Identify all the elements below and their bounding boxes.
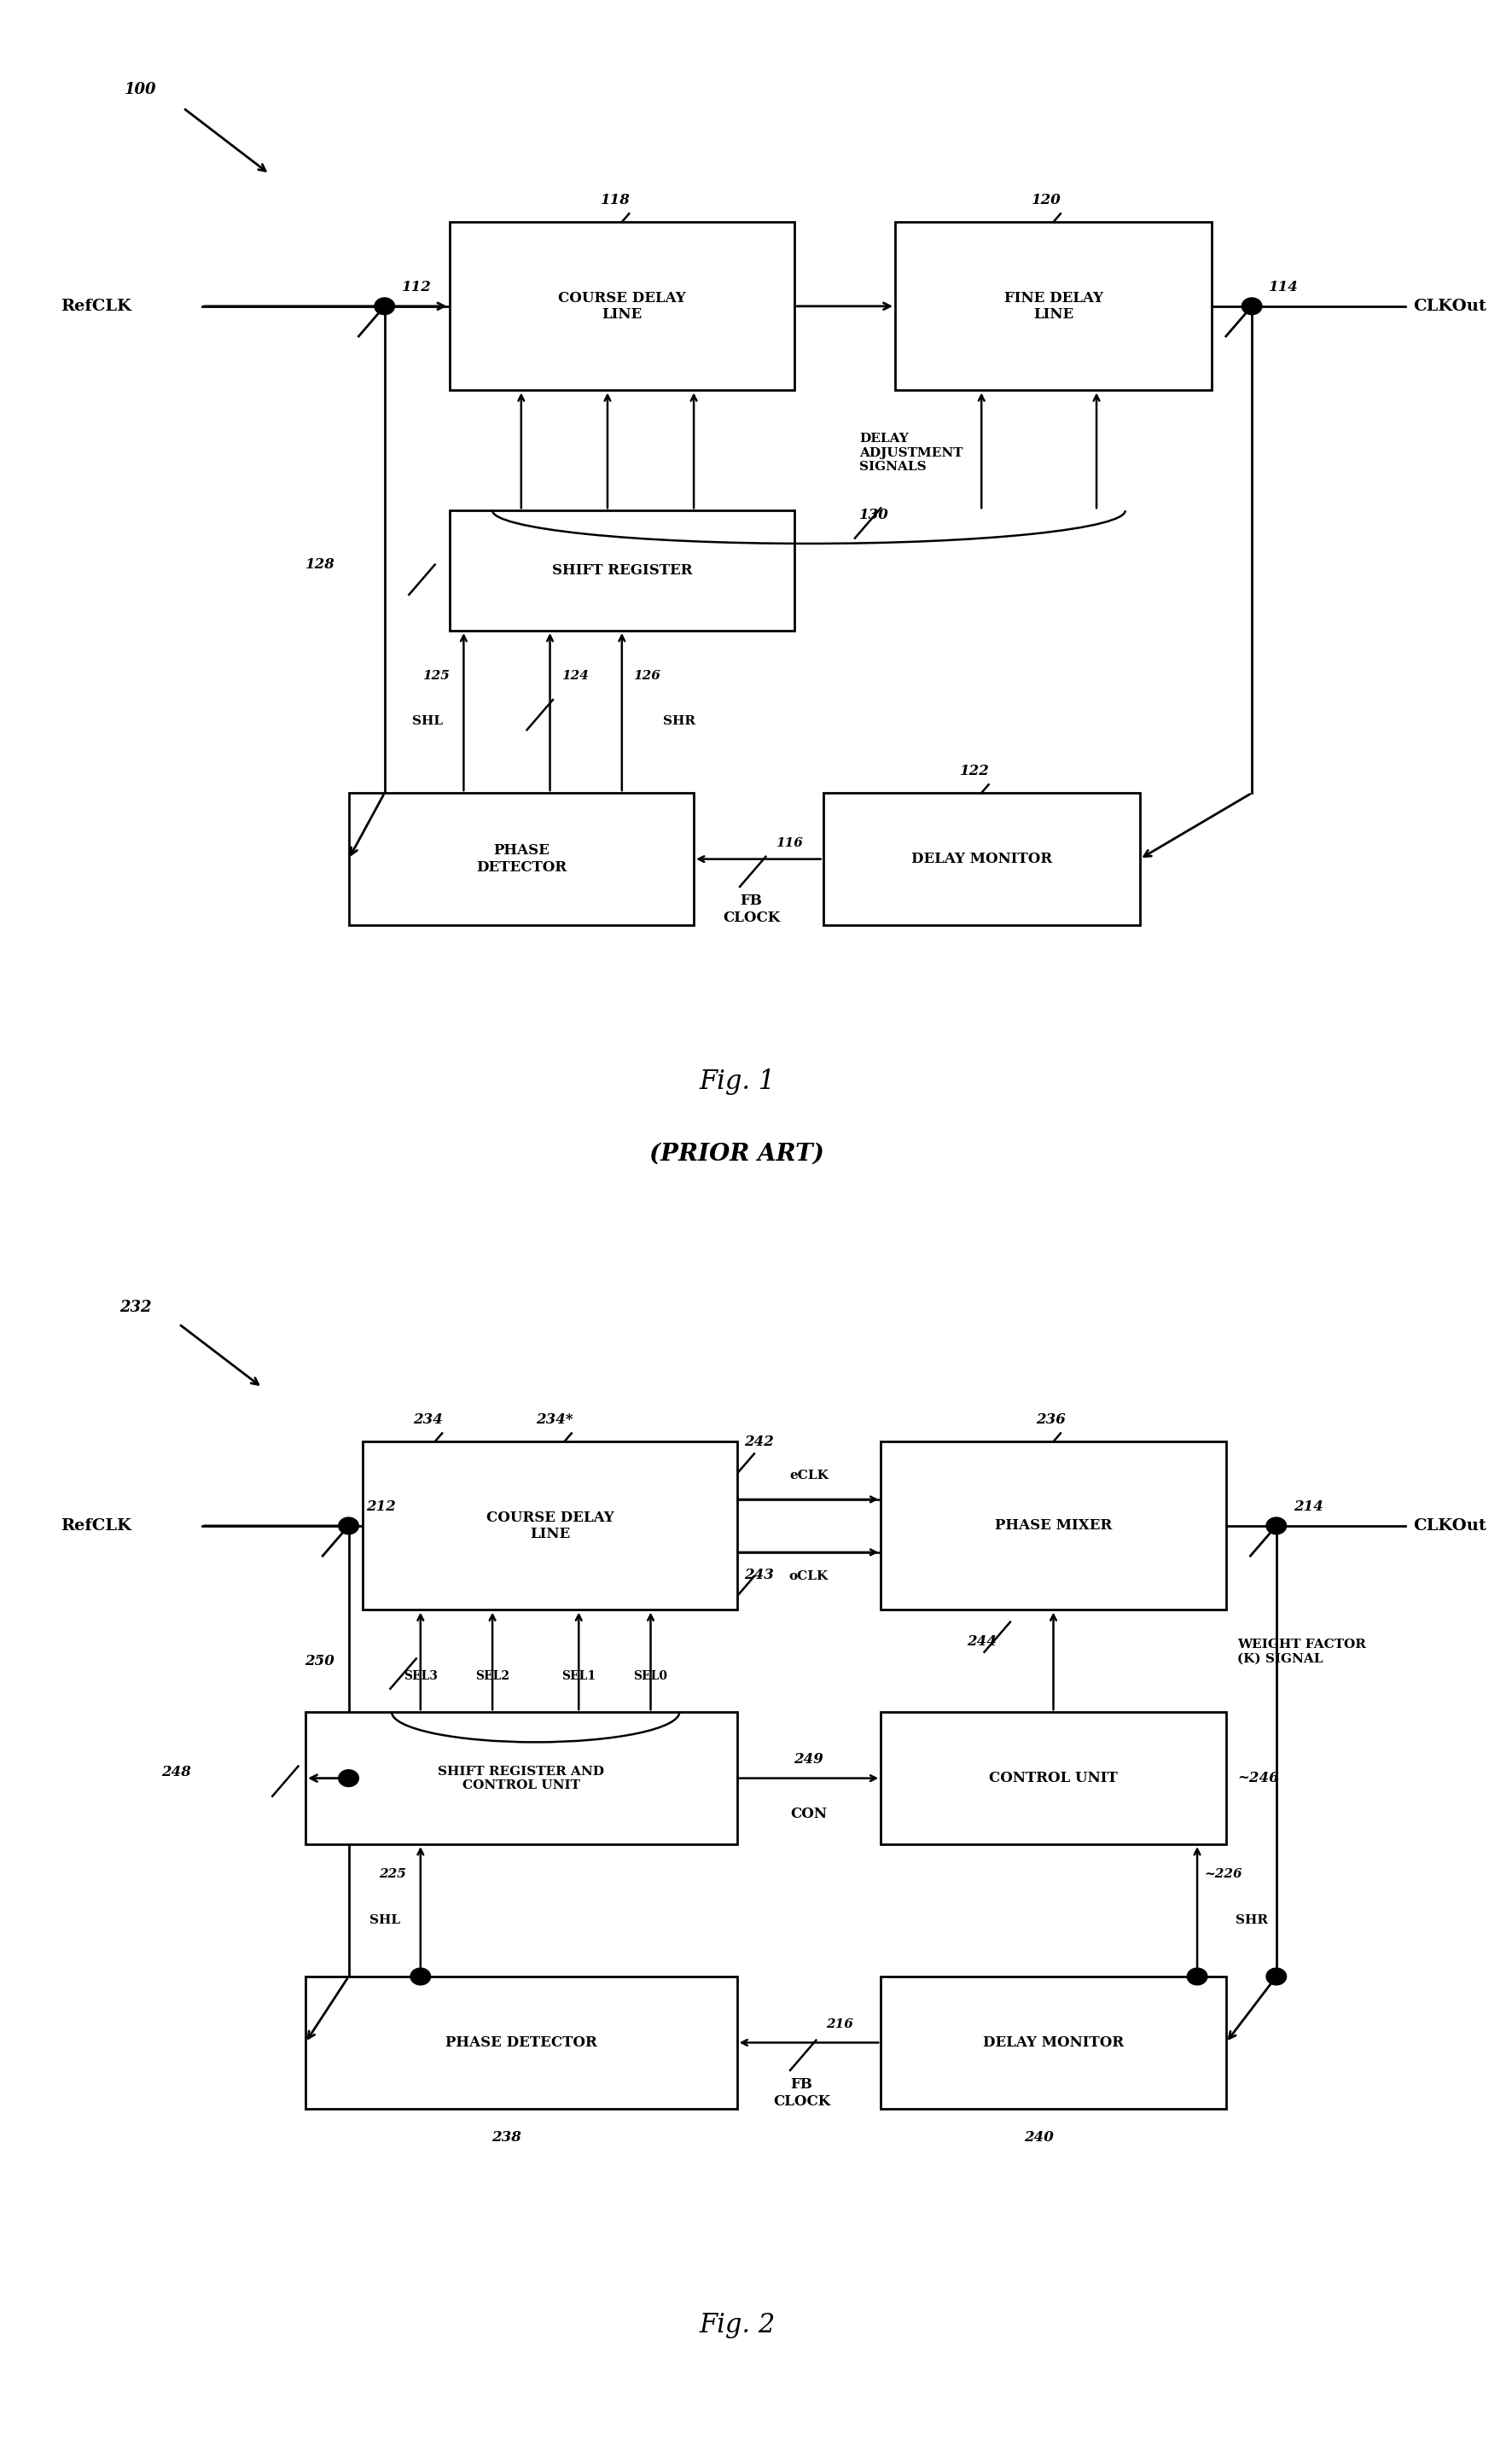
Text: 212: 212	[366, 1499, 396, 1514]
Text: 225: 225	[380, 1867, 407, 1880]
Text: 126: 126	[634, 671, 661, 681]
Text: COURSE DELAY
LINE: COURSE DELAY LINE	[558, 290, 686, 322]
Bar	[363, 1442, 736, 1609]
Circle shape	[339, 1769, 358, 1786]
Circle shape	[1266, 1968, 1287, 1985]
Bar	[881, 1442, 1226, 1609]
Text: DELAY
ADJUSTMENT
SIGNALS: DELAY ADJUSTMENT SIGNALS	[859, 432, 963, 472]
Bar	[449, 511, 794, 631]
Text: Fig. 2: Fig. 2	[699, 2312, 776, 2339]
Text: 240: 240	[1024, 2130, 1054, 2145]
Bar	[349, 794, 694, 926]
Text: ~226: ~226	[1205, 1867, 1243, 1880]
Text: FB
CLOCK: FB CLOCK	[773, 2079, 830, 2108]
Text: SHIFT REGISTER: SHIFT REGISTER	[552, 563, 692, 577]
Text: 248: 248	[162, 1764, 192, 1779]
Text: FINE DELAY
LINE: FINE DELAY LINE	[1004, 290, 1102, 322]
Text: 122: 122	[960, 764, 990, 779]
Text: RefCLK: RefCLK	[60, 1518, 132, 1533]
Text: 244: 244	[968, 1634, 996, 1649]
Text: DELAY MONITOR: DELAY MONITOR	[983, 2034, 1123, 2049]
Text: SEL1: SEL1	[561, 1671, 596, 1683]
Bar	[305, 1713, 736, 1845]
Text: SEL0: SEL0	[634, 1671, 668, 1683]
Text: oCLK: oCLK	[789, 1570, 829, 1582]
Text: 125: 125	[422, 671, 449, 681]
Text: FB
CLOCK: FB CLOCK	[723, 894, 780, 926]
Text: 236: 236	[1036, 1413, 1066, 1428]
Text: 232: 232	[119, 1300, 151, 1314]
Text: WEIGHT FACTOR
(K) SIGNAL: WEIGHT FACTOR (K) SIGNAL	[1237, 1639, 1367, 1663]
Text: 124: 124	[561, 671, 588, 681]
Text: SHL: SHL	[369, 1914, 401, 1926]
Text: 130: 130	[859, 509, 889, 523]
Circle shape	[1187, 1968, 1207, 1985]
Text: 214: 214	[1294, 1499, 1323, 1514]
Text: CON: CON	[791, 1806, 827, 1821]
Circle shape	[339, 1518, 358, 1533]
Bar	[449, 221, 794, 391]
Text: Fig. 1: Fig. 1	[699, 1069, 776, 1096]
Text: 238: 238	[491, 2130, 522, 2145]
Text: 120: 120	[1031, 194, 1061, 209]
Bar	[881, 1975, 1226, 2108]
Text: SEL3: SEL3	[404, 1671, 437, 1683]
Circle shape	[375, 297, 395, 314]
Text: PHASE
DETECTOR: PHASE DETECTOR	[476, 843, 567, 875]
Circle shape	[410, 1968, 431, 1985]
Text: 234*: 234*	[535, 1413, 573, 1428]
Text: SEL2: SEL2	[475, 1671, 510, 1683]
Text: 128: 128	[305, 558, 336, 572]
Text: CLKOut: CLKOut	[1412, 300, 1486, 314]
Circle shape	[1241, 297, 1263, 314]
Text: ~246: ~246	[1237, 1771, 1279, 1786]
Text: SHIFT REGISTER AND
CONTROL UNIT: SHIFT REGISTER AND CONTROL UNIT	[438, 1764, 605, 1791]
Text: SHR: SHR	[1235, 1914, 1269, 1926]
Text: CLKOut: CLKOut	[1412, 1518, 1486, 1533]
Text: 114: 114	[1269, 280, 1299, 295]
Text: COURSE DELAY
LINE: COURSE DELAY LINE	[487, 1511, 614, 1541]
Bar	[881, 1713, 1226, 1845]
Text: 216: 216	[826, 2020, 853, 2029]
Text: RefCLK: RefCLK	[60, 300, 132, 314]
Text: 243: 243	[744, 1568, 774, 1582]
Text: 112: 112	[402, 280, 431, 295]
Text: 234: 234	[413, 1413, 443, 1428]
Text: SHR: SHR	[664, 715, 696, 727]
Text: 249: 249	[794, 1752, 824, 1767]
Text: eCLK: eCLK	[789, 1469, 829, 1482]
Text: 118: 118	[600, 194, 631, 209]
Text: CONTROL UNIT: CONTROL UNIT	[989, 1771, 1117, 1786]
Text: SHL: SHL	[413, 715, 443, 727]
Text: DELAY MONITOR: DELAY MONITOR	[912, 853, 1052, 867]
Text: 100: 100	[124, 81, 156, 98]
Bar	[823, 794, 1140, 926]
Text: PHASE MIXER: PHASE MIXER	[995, 1518, 1111, 1533]
Text: 242: 242	[744, 1435, 774, 1450]
Text: 116: 116	[776, 838, 803, 850]
Text: PHASE DETECTOR: PHASE DETECTOR	[446, 2034, 597, 2049]
Bar	[895, 221, 1211, 391]
Bar	[305, 1975, 736, 2108]
Text: (PRIOR ART): (PRIOR ART)	[650, 1143, 824, 1165]
Text: 250: 250	[304, 1654, 334, 1668]
Circle shape	[1266, 1518, 1287, 1533]
